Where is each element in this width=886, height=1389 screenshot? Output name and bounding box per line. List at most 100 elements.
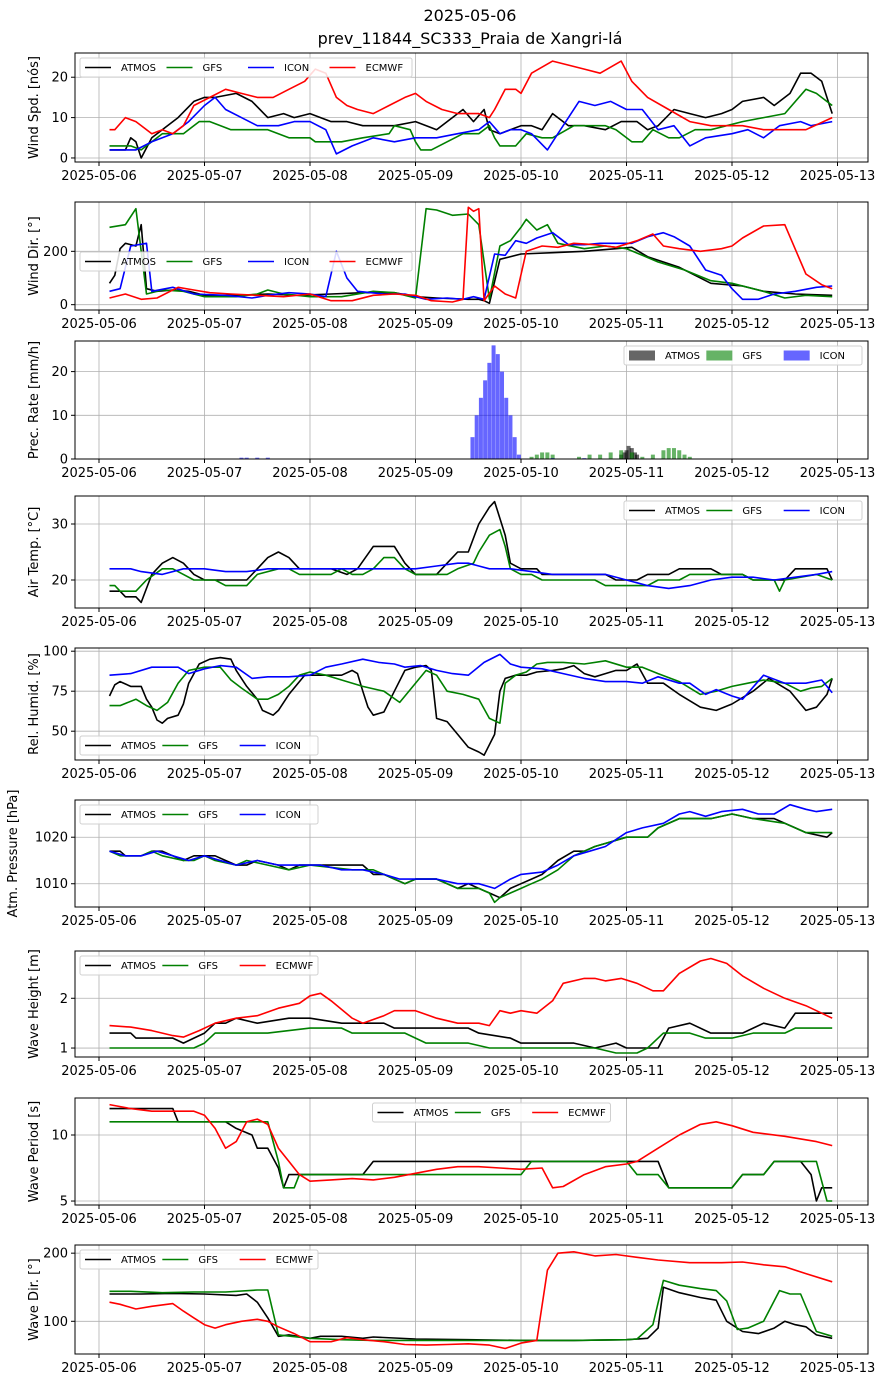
x-tick-label: 2025-05-12 xyxy=(694,169,770,184)
axes-frame xyxy=(74,340,869,460)
bar xyxy=(512,437,517,459)
bar xyxy=(624,450,629,459)
bar xyxy=(666,448,671,459)
x-tick-label: 2025-05-12 xyxy=(694,615,770,630)
bar xyxy=(550,454,555,459)
x-tick-label: 2025-05-08 xyxy=(272,1064,348,1079)
y-axis-label: Rel. Humid. [%] xyxy=(27,653,42,755)
legend-label-atmos: ATMOS xyxy=(121,741,156,752)
bar xyxy=(500,371,505,459)
legend: ATMOS GFS ECMWF xyxy=(79,955,319,976)
x-tick-label: 2025-05-10 xyxy=(483,914,559,929)
x-tick-label: 2025-05-10 xyxy=(483,466,559,481)
y-axis-label: Wave Period [s] xyxy=(27,1101,42,1202)
legend: ATMOS GFS ICON xyxy=(623,500,863,521)
legend-label-ecmwf: ECMWF xyxy=(366,257,404,268)
x-tick-label: 2025-05-10 xyxy=(483,317,559,332)
legend-box xyxy=(79,804,319,825)
data-layer xyxy=(109,957,833,1054)
x-tick-label: 2025-05-06 xyxy=(61,767,137,782)
x-tick-label: 2025-05-07 xyxy=(167,914,243,929)
bar xyxy=(239,457,244,459)
legend-box xyxy=(79,735,319,756)
line-series-atmos xyxy=(109,72,833,159)
x-tick-label: 2025-05-06 xyxy=(61,914,137,929)
x-tick-label: 2025-05-11 xyxy=(589,767,665,782)
x-tick-label: 2025-05-13 xyxy=(800,1064,876,1079)
legend-label-ecmwf: ECMWF xyxy=(276,961,314,972)
legend-box xyxy=(372,1102,611,1123)
line-series-icon xyxy=(109,96,833,155)
x-tick-label: 2025-05-06 xyxy=(61,1064,137,1079)
bar-series-icon xyxy=(239,345,587,459)
line-series-ecmwf xyxy=(109,1251,833,1350)
legend-label-icon: ICON xyxy=(284,257,309,268)
legend-label-gfs: GFS xyxy=(198,961,218,972)
axes-frame xyxy=(74,495,869,609)
legend-label-icon: ICON xyxy=(820,506,845,517)
y-tick-label: 200 xyxy=(43,245,68,260)
line-series-atmos xyxy=(109,813,833,899)
legend-label-atmos: ATMOS xyxy=(121,63,156,74)
bar xyxy=(470,437,475,459)
bar xyxy=(508,415,513,459)
legend-label-atmos: ATMOS xyxy=(121,810,156,821)
x-tick-label: 2025-05-11 xyxy=(589,1212,665,1227)
x-tick-label: 2025-05-08 xyxy=(272,1212,348,1227)
data-layer xyxy=(109,60,833,159)
y-tick-label: 20 xyxy=(51,71,68,86)
line-series-ecmwf xyxy=(109,60,833,135)
bar xyxy=(244,457,249,459)
legend-swatch-icon xyxy=(783,350,810,361)
x-tick-label: 2025-05-07 xyxy=(167,1361,243,1376)
legend: ATMOS GFS ICON xyxy=(623,345,863,366)
data-layer xyxy=(239,345,692,459)
line-series-gfs xyxy=(109,1121,833,1202)
legend-label-ecmwf: ECMWF xyxy=(366,63,404,74)
legend-box xyxy=(79,251,413,272)
bar xyxy=(478,397,483,459)
axes-frame xyxy=(74,950,869,1058)
line-series-gfs xyxy=(109,528,833,592)
x-tick-label: 2025-05-08 xyxy=(272,466,348,481)
x-tick-label: 2025-05-07 xyxy=(167,317,243,332)
bar xyxy=(622,452,627,459)
data-layer xyxy=(109,1251,833,1350)
bar xyxy=(635,454,640,459)
y-tick-label: 1020 xyxy=(35,831,68,846)
x-tick-label: 2025-05-11 xyxy=(589,914,665,929)
y-tick-label: 20 xyxy=(51,365,68,380)
x-tick-label: 2025-05-12 xyxy=(694,767,770,782)
x-tick-label: 2025-05-08 xyxy=(272,317,348,332)
figure-title-date: 2025-05-06 xyxy=(423,6,517,25)
axes-frame xyxy=(74,52,869,163)
grid xyxy=(75,1098,868,1205)
y-axis-label: Wind Dir. [°] xyxy=(27,216,42,296)
panel-8: 2025-05-06 2025-05-07 2025-05-08 2025-05-09… xyxy=(27,1097,875,1227)
x-tick-label: 2025-05-08 xyxy=(272,169,348,184)
legend-label-gfs: GFS xyxy=(198,810,218,821)
data-layer xyxy=(108,206,833,305)
x-tick-label: 2025-05-10 xyxy=(483,767,559,782)
bar xyxy=(474,415,479,459)
legend-label-gfs: GFS xyxy=(742,351,762,362)
legend-label-icon: ICON xyxy=(276,741,301,752)
legend: ATMOS GFS ICON xyxy=(79,804,319,825)
legend-box xyxy=(79,955,319,976)
y-axis-label: Wave Height [m] xyxy=(27,949,42,1059)
x-tick-label: 2025-05-07 xyxy=(167,169,243,184)
line-series-atmos xyxy=(108,223,833,305)
line-series-gfs xyxy=(109,1027,833,1054)
legend-label-gfs: GFS xyxy=(491,1108,511,1119)
x-tick-label: 2025-05-09 xyxy=(378,169,454,184)
legend-label-atmos: ATMOS xyxy=(121,257,156,268)
x-tick-label: 2025-05-07 xyxy=(167,1064,243,1079)
x-tick-label: 2025-05-10 xyxy=(483,1064,559,1079)
axes-frame xyxy=(74,1244,869,1355)
line-series-icon xyxy=(109,562,833,590)
y-tick-label: 30 xyxy=(51,518,68,533)
x-tick-label: 2025-05-08 xyxy=(272,1361,348,1376)
y-tick-label: 10 xyxy=(51,1128,68,1143)
line-series-icon xyxy=(109,653,833,700)
